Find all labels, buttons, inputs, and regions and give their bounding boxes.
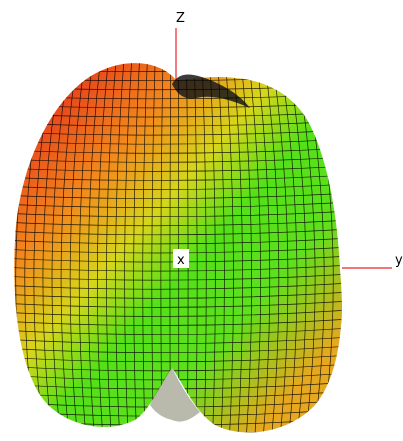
mesh-latitude-line xyxy=(14,273,342,281)
mesh-longitude-line xyxy=(217,63,225,433)
mesh-latitude-line xyxy=(14,156,342,163)
mesh-longitude-line xyxy=(51,63,70,433)
x-label-box xyxy=(173,249,189,268)
mesh-longitude-line xyxy=(256,63,271,433)
mesh-latitude-line xyxy=(14,354,342,363)
mesh-latitude-line xyxy=(14,138,342,145)
mesh-latitude-line xyxy=(14,165,342,172)
mesh-latitude-line xyxy=(14,426,342,433)
mesh-longitude-line xyxy=(201,63,207,433)
mesh-latitude-line xyxy=(0,436,350,441)
mesh-longitude-line xyxy=(151,63,156,433)
mesh-longitude-line xyxy=(240,63,252,433)
mesh-latitude-line xyxy=(14,336,342,344)
mesh-longitude-line xyxy=(124,63,133,433)
mesh-latitude-line xyxy=(14,318,342,326)
mesh-latitude-line xyxy=(14,309,342,317)
mesh-latitude-line xyxy=(14,282,342,290)
mesh-longitude-line xyxy=(142,63,148,433)
mesh-latitude-line xyxy=(14,327,342,335)
mesh-longitude-line xyxy=(272,63,289,433)
mesh-longitude-line xyxy=(115,63,125,433)
mesh-latitude-line xyxy=(14,228,342,236)
mesh-latitude-line xyxy=(14,264,342,272)
mesh-longitude-line xyxy=(287,63,307,433)
mesh-latitude-line xyxy=(14,363,342,372)
mesh-longitude-line xyxy=(279,63,298,433)
y-axis-label: y xyxy=(395,253,403,268)
radiation-surface xyxy=(14,63,342,433)
mesh-longitude-line xyxy=(78,63,94,433)
mesh-longitude-line xyxy=(225,63,234,433)
mesh-longitude-line xyxy=(193,63,198,433)
mesh-latitude-line xyxy=(14,66,342,72)
mesh-latitude-line xyxy=(0,58,350,63)
mesh-longitude-line xyxy=(232,63,243,433)
mesh-latitude-line xyxy=(14,147,342,154)
mesh-latitude-line xyxy=(14,219,342,227)
mesh-longitude-line xyxy=(97,63,109,433)
mesh-longitude-line xyxy=(87,63,101,433)
mesh-latitude-line xyxy=(14,237,342,245)
mesh-latitude-line xyxy=(14,291,342,299)
mesh-latitude-line xyxy=(14,300,342,308)
mesh-longitude-line xyxy=(248,63,262,433)
bottom-notch-shading xyxy=(150,368,200,422)
mesh-longitude-line xyxy=(264,63,280,433)
mesh-longitude-line xyxy=(106,63,117,433)
x-axis-label: x xyxy=(177,253,185,268)
z-axis-label: Z xyxy=(176,11,185,26)
mesh-latitude-line xyxy=(14,129,342,136)
mesh-longitude-line xyxy=(209,63,216,433)
mesh-longitude-line xyxy=(60,63,78,433)
mesh-latitude-line xyxy=(14,174,342,181)
mesh-longitude-line xyxy=(133,63,140,433)
mesh-latitude-line xyxy=(14,192,342,199)
mesh-longitude-line xyxy=(69,63,86,433)
